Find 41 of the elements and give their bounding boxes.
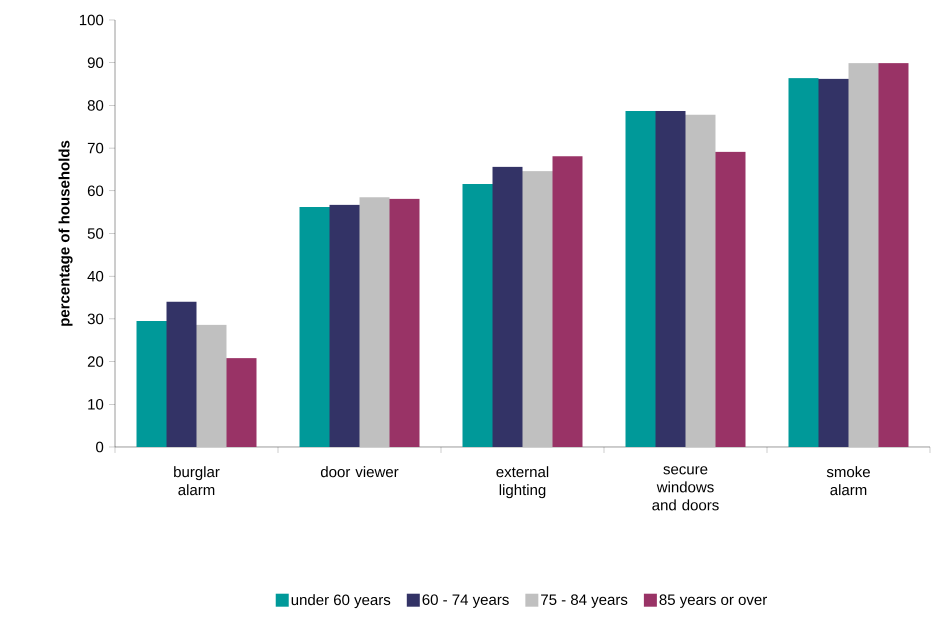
y-tick-label: 40 [87, 270, 104, 282]
bar [552, 156, 583, 447]
y-tick-label: 10 [88, 398, 104, 410]
x-tick-label: door viewer [320, 466, 398, 478]
bar [818, 78, 848, 447]
bar [878, 63, 908, 447]
bar [686, 114, 716, 447]
bar [492, 166, 522, 447]
bar [300, 207, 330, 447]
legend-label: under 60 years [292, 594, 390, 608]
bar [166, 302, 197, 447]
y-tick-label: 70 [88, 142, 104, 154]
y-tick-label: 90 [88, 57, 104, 68]
x-tick-label: smoke alarm [826, 466, 870, 496]
y-tick-label: 100 [80, 14, 104, 26]
bar [196, 324, 227, 447]
legend-label: 60 - 74 years [422, 594, 509, 608]
x-tick-label: burglar alarm [174, 466, 220, 496]
x-tick-label: secure windows and doors [652, 466, 719, 510]
bar [330, 204, 360, 447]
bar [462, 184, 493, 447]
bar [390, 198, 420, 447]
x-tick-label: external lighting [496, 466, 548, 498]
y-tick-label: 60 [88, 185, 104, 196]
y-axis-title: percentage of households [58, 140, 73, 326]
bar [656, 110, 686, 447]
bar [788, 78, 818, 447]
y-tick-label: 30 [88, 314, 104, 324]
y-tick-label: 80 [88, 100, 104, 111]
bar [848, 63, 878, 447]
legend-label: 85 years or over [660, 594, 767, 608]
bar [360, 197, 390, 447]
legend-label: 75 - 84 years [541, 594, 628, 608]
y-tick-label: 0 [96, 442, 104, 452]
y-tick-label: 20 [88, 356, 104, 367]
bar [226, 358, 257, 447]
bar [522, 171, 553, 447]
bar [716, 152, 746, 447]
bar [626, 110, 656, 447]
bar [136, 321, 167, 447]
y-tick-label: 50 [88, 228, 104, 239]
